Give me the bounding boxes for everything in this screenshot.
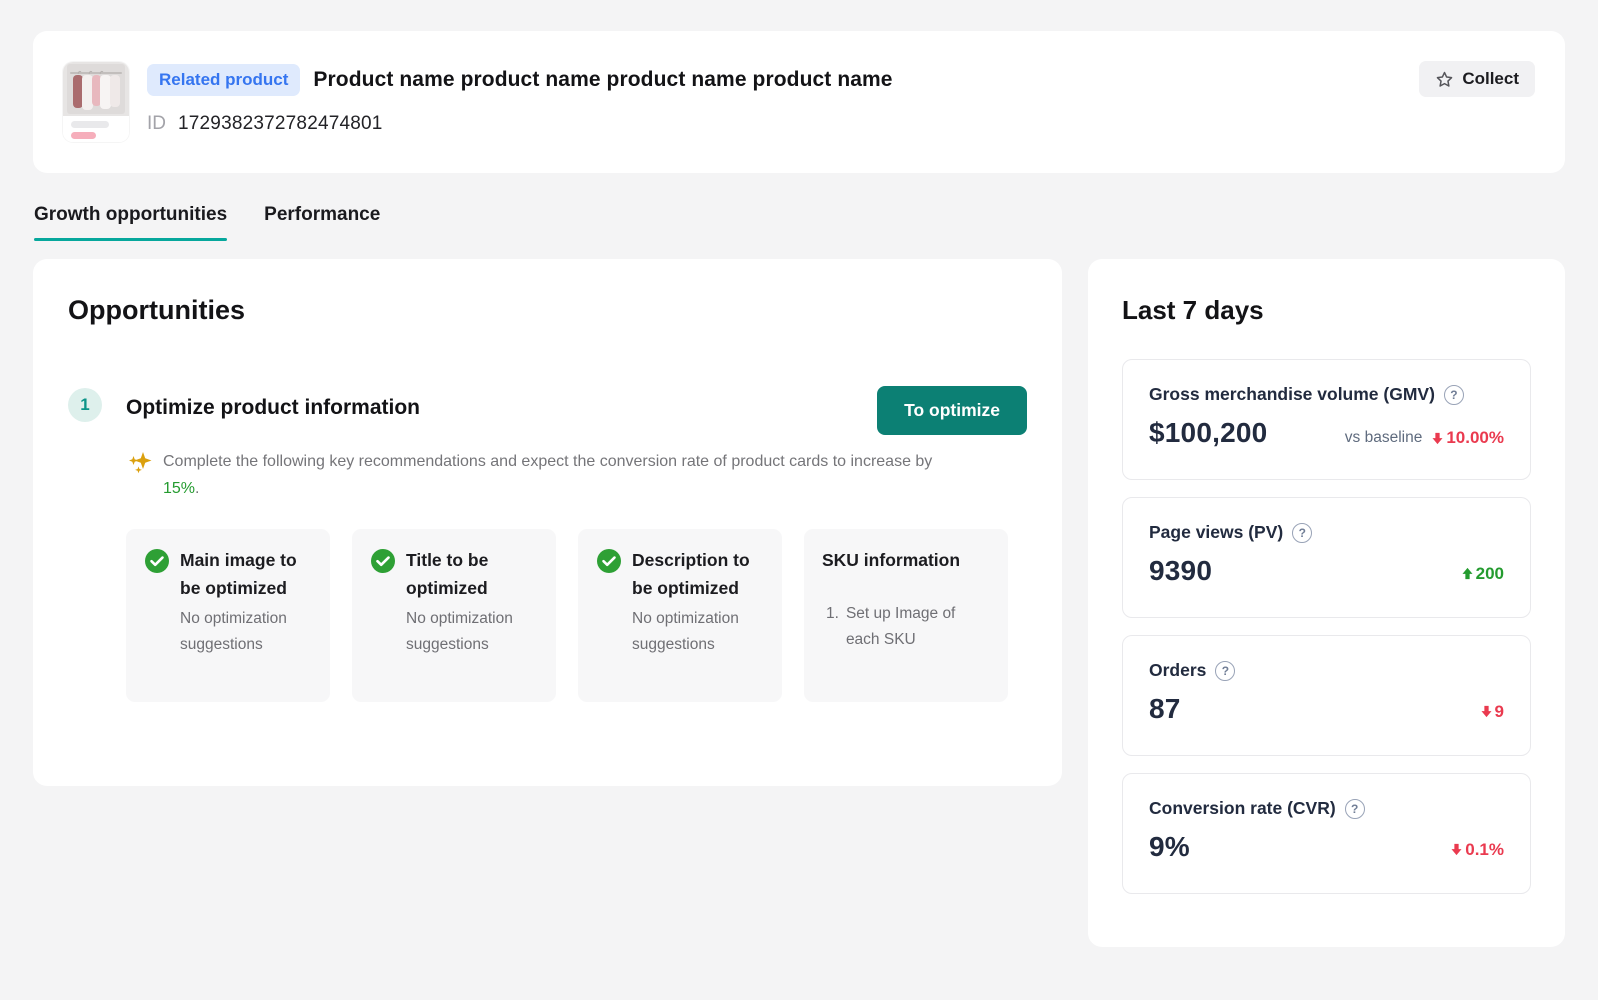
star-icon	[1435, 70, 1454, 89]
product-thumbnail-image	[63, 62, 129, 142]
product-id-label: ID	[147, 113, 166, 134]
page: Related product Product name product nam…	[33, 31, 1565, 947]
metric-value: 87	[1149, 693, 1181, 724]
metric-label: Conversion rate (CVR)	[1149, 798, 1336, 818]
opportunities-card: Opportunities 1 Optimize product informa…	[33, 259, 1062, 786]
help-icon[interactable]: ?	[1292, 522, 1313, 543]
metric-delta-value: 10.00%	[1446, 428, 1504, 447]
tab-bar: Growth opportunities Performance	[33, 204, 1565, 241]
tab-performance[interactable]: Performance	[264, 204, 381, 225]
suggestion-card-title: Title to be optimized	[406, 549, 489, 599]
suggestion-card-description-opt: Description to be optimized No optimizat…	[578, 528, 782, 702]
metric-card-orders: Orders ? 87 9	[1122, 635, 1531, 756]
check-circle-icon	[370, 548, 396, 574]
sparkles-icon	[126, 450, 156, 503]
arrow-up-icon	[1461, 567, 1474, 580]
list-marker: 1.	[826, 605, 839, 623]
metric-delta-value: 200	[1475, 563, 1504, 583]
metric-delta-value: 9	[1494, 701, 1504, 721]
suggestion-card-title: SKU information	[822, 549, 961, 570]
metric-value: 9%	[1149, 831, 1190, 862]
metric-card-gmv: Gross merchandise volume (GMV) ? $100,20…	[1122, 359, 1531, 480]
product-header-card: Related product Product name product nam…	[33, 31, 1565, 173]
product-id-value: 1729382372782474801	[178, 113, 383, 134]
suggestion-card-list-item: 1. Set up Image of each SKU	[822, 601, 990, 653]
product-info: Related product Product name product nam…	[147, 62, 893, 135]
suggestion-card-title-opt: Title to be optimized No optimization su…	[352, 528, 556, 702]
metric-delta-value: 0.1%	[1465, 839, 1504, 859]
suggestion-card-body: No optimization suggestions	[406, 610, 513, 654]
check-circle-icon	[596, 548, 622, 574]
metric-label: Page views (PV)	[1149, 522, 1284, 542]
tab-growth-opportunities[interactable]: Growth opportunities	[34, 204, 228, 241]
help-icon[interactable]: ?	[1344, 798, 1365, 819]
related-product-badge: Related product	[147, 64, 301, 96]
vs-baseline-label: vs baseline	[1344, 429, 1423, 446]
help-icon[interactable]: ?	[1443, 384, 1464, 405]
suggestion-card-sku-information: SKU information 1. Set up Image of each …	[804, 528, 1008, 702]
help-icon[interactable]: ?	[1215, 660, 1236, 681]
arrow-down-icon	[1480, 705, 1493, 718]
metric-label: Gross merchandise volume (GMV)	[1149, 384, 1435, 404]
metric-label: Orders	[1149, 660, 1207, 680]
collect-button[interactable]: Collect	[1419, 61, 1535, 97]
opportunities-title: Opportunities	[68, 295, 245, 325]
expected-increase-value: 15%	[163, 479, 196, 497]
product-thumbnail	[63, 62, 129, 142]
arrow-down-icon	[1450, 843, 1463, 856]
product-name: Product name product name product name p…	[313, 68, 893, 91]
opportunity-item-title: Optimize product information	[126, 396, 420, 419]
metric-card-conversion-rate: Conversion rate (CVR) ? 9%	[1122, 773, 1531, 894]
arrow-down-icon	[1431, 432, 1444, 445]
collect-button-label: Collect	[1462, 69, 1519, 88]
suggestion-card-body: No optimization suggestions	[180, 610, 287, 654]
suggestion-card-main-image: Main image to be optimized No optimizati…	[126, 528, 330, 702]
list-text: Set up Image of each SKU	[845, 605, 956, 649]
suggestion-card-title: Description to be optimized	[632, 549, 750, 599]
opportunity-item: 1 Optimize product information To optimi…	[68, 386, 1027, 702]
metric-card-page-views: Page views (PV) ? 9390	[1122, 497, 1531, 618]
suggestion-card-body: No optimization suggestions	[632, 610, 739, 654]
metric-value: 9390	[1149, 555, 1213, 586]
check-circle-icon	[144, 548, 170, 574]
opportunity-number-badge: 1	[68, 388, 102, 422]
opportunity-description: Complete the following key recommendatio…	[163, 453, 933, 497]
suggestion-cards-row: Main image to be optimized No optimizati…	[126, 528, 1027, 702]
last-7-days-title: Last 7 days	[1122, 295, 1264, 325]
last-7-days-panel: Last 7 days Gross merchandise volume (GM…	[1088, 259, 1565, 947]
suggestion-card-title: Main image to be optimized	[180, 549, 297, 599]
to-optimize-button[interactable]: To optimize	[877, 386, 1027, 435]
metric-value: $100,200	[1149, 417, 1268, 448]
